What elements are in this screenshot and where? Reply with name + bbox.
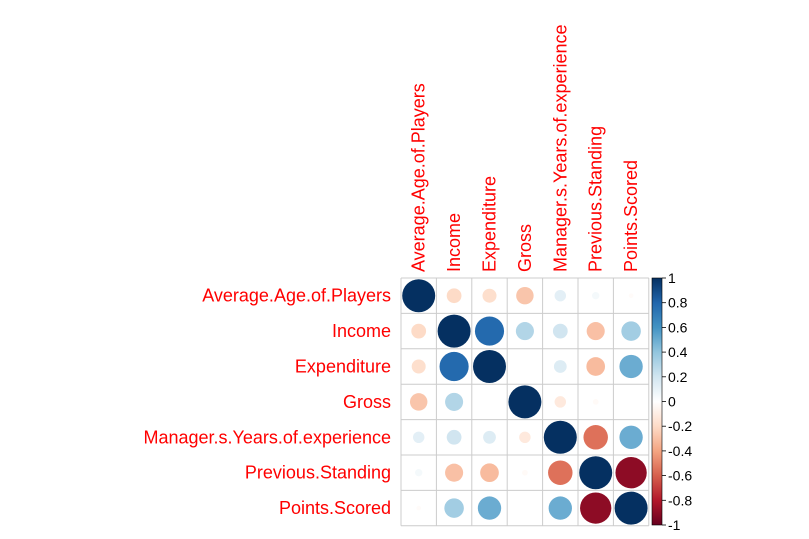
corr-circle-4-4 <box>543 420 577 454</box>
colorbar-tick-label: -0.4 <box>668 443 692 459</box>
corr-circle-1-6 <box>621 321 641 341</box>
row-labels: Average.Age.of.Players Income Expenditure G… <box>144 286 392 518</box>
corr-circle-2-4 <box>553 360 567 373</box>
row-label: Previous.Standing <box>245 463 391 483</box>
corr-circle-2-2 <box>473 350 506 383</box>
corr-circle-3-0 <box>409 393 428 411</box>
corr-circle-6-2 <box>477 496 502 520</box>
corr-circle-6-1 <box>444 498 464 518</box>
correlation-circles <box>402 279 648 525</box>
corr-circle-6-0 <box>416 505 422 511</box>
corr-circle-1-1 <box>437 314 471 348</box>
colorbar-tick-label: 0.4 <box>668 344 688 360</box>
corr-circle-6-6 <box>614 491 648 525</box>
corr-circle-6-5 <box>580 492 612 524</box>
corr-circle-4-3 <box>519 431 531 444</box>
corr-circle-5-6 <box>615 457 647 489</box>
corr-circle-4-0 <box>412 431 425 444</box>
corr-circle-1-5 <box>586 322 605 341</box>
colorbar-tick-label: -0.8 <box>668 492 692 508</box>
colorbar-tick-label: 1 <box>668 270 676 286</box>
row-label: Average.Age.of.Players <box>202 286 391 306</box>
colorbar-tick-label: -0.2 <box>668 418 692 434</box>
column-label: Income <box>444 213 464 272</box>
corr-circle-0-1 <box>446 288 462 304</box>
column-label: Gross <box>515 224 535 272</box>
column-label: Manager.s.Years.of.experience <box>550 25 570 273</box>
row-label: Gross <box>343 392 391 412</box>
colorbar-tick-label: 0.2 <box>668 369 688 385</box>
column-labels: Average.Age.of.Players Income Expenditure G… <box>409 25 641 273</box>
row-label: Expenditure <box>295 357 391 377</box>
corr-circle-0-3 <box>516 286 534 305</box>
column-label: Points.Scored <box>621 160 641 272</box>
column-label: Expenditure <box>480 176 500 272</box>
corr-circle-5-4 <box>548 460 573 485</box>
corr-circle-1-2 <box>474 316 505 346</box>
column-label: Previous.Standing <box>586 126 606 272</box>
colorbar-tick-label: 0.6 <box>668 319 688 335</box>
corr-circle-1-3 <box>515 322 534 341</box>
corr-circle-2-5 <box>586 357 606 376</box>
corr-circle-3-1 <box>445 392 464 411</box>
colorbar-tick-label: -0.6 <box>668 468 692 484</box>
corr-circle-4-1 <box>446 429 462 445</box>
corr-circle-5-0 <box>415 469 423 477</box>
colorbar-tick-label: 0.8 <box>668 295 688 311</box>
colorbar: 1 0.8 0.6 0.4 0.2 0 -0.2 -0.4 -0.6 -0.8 -1 <box>651 270 692 533</box>
corr-circle-0-4 <box>554 289 567 302</box>
row-label: Points.Scored <box>279 498 391 518</box>
colorbar-tick-label: -1 <box>668 517 681 533</box>
colorbar-gradient <box>651 277 663 526</box>
corr-circle-0-0 <box>402 279 436 313</box>
corr-circle-2-0 <box>411 359 426 374</box>
corr-circle-5-1 <box>445 463 464 482</box>
corr-circle-1-0 <box>411 323 427 339</box>
corr-circle-2-6 <box>619 354 643 379</box>
grid <box>400 277 650 527</box>
corr-circle-1-4 <box>552 323 568 339</box>
corr-circle-5-2 <box>480 463 499 483</box>
corr-circle-3-5 <box>592 399 599 405</box>
corr-circle-0-6 <box>628 293 634 299</box>
colorbar-tick-label: 0 <box>668 394 676 410</box>
corr-circle-6-4 <box>548 496 572 520</box>
corr-circle-4-5 <box>583 425 608 450</box>
corr-circle-3-3 <box>508 385 542 419</box>
row-label: Income <box>332 321 391 341</box>
corr-circle-5-5 <box>579 456 613 490</box>
corr-circle-4-6 <box>619 425 643 449</box>
colorbar-ticks: 1 0.8 0.6 0.4 0.2 0 -0.2 -0.4 -0.6 -0.8 -1 <box>662 270 692 533</box>
row-label: Manager.s.Years.of.experience <box>144 427 392 447</box>
corr-circle-4-2 <box>483 430 496 444</box>
corr-circle-3-4 <box>554 396 567 408</box>
corr-circle-5-3 <box>522 469 528 476</box>
corr-circle-0-5 <box>592 292 600 300</box>
corr-circle-2-1 <box>439 351 469 382</box>
column-label: Average.Age.of.Players <box>409 83 429 272</box>
corr-circle-0-2 <box>482 288 497 303</box>
